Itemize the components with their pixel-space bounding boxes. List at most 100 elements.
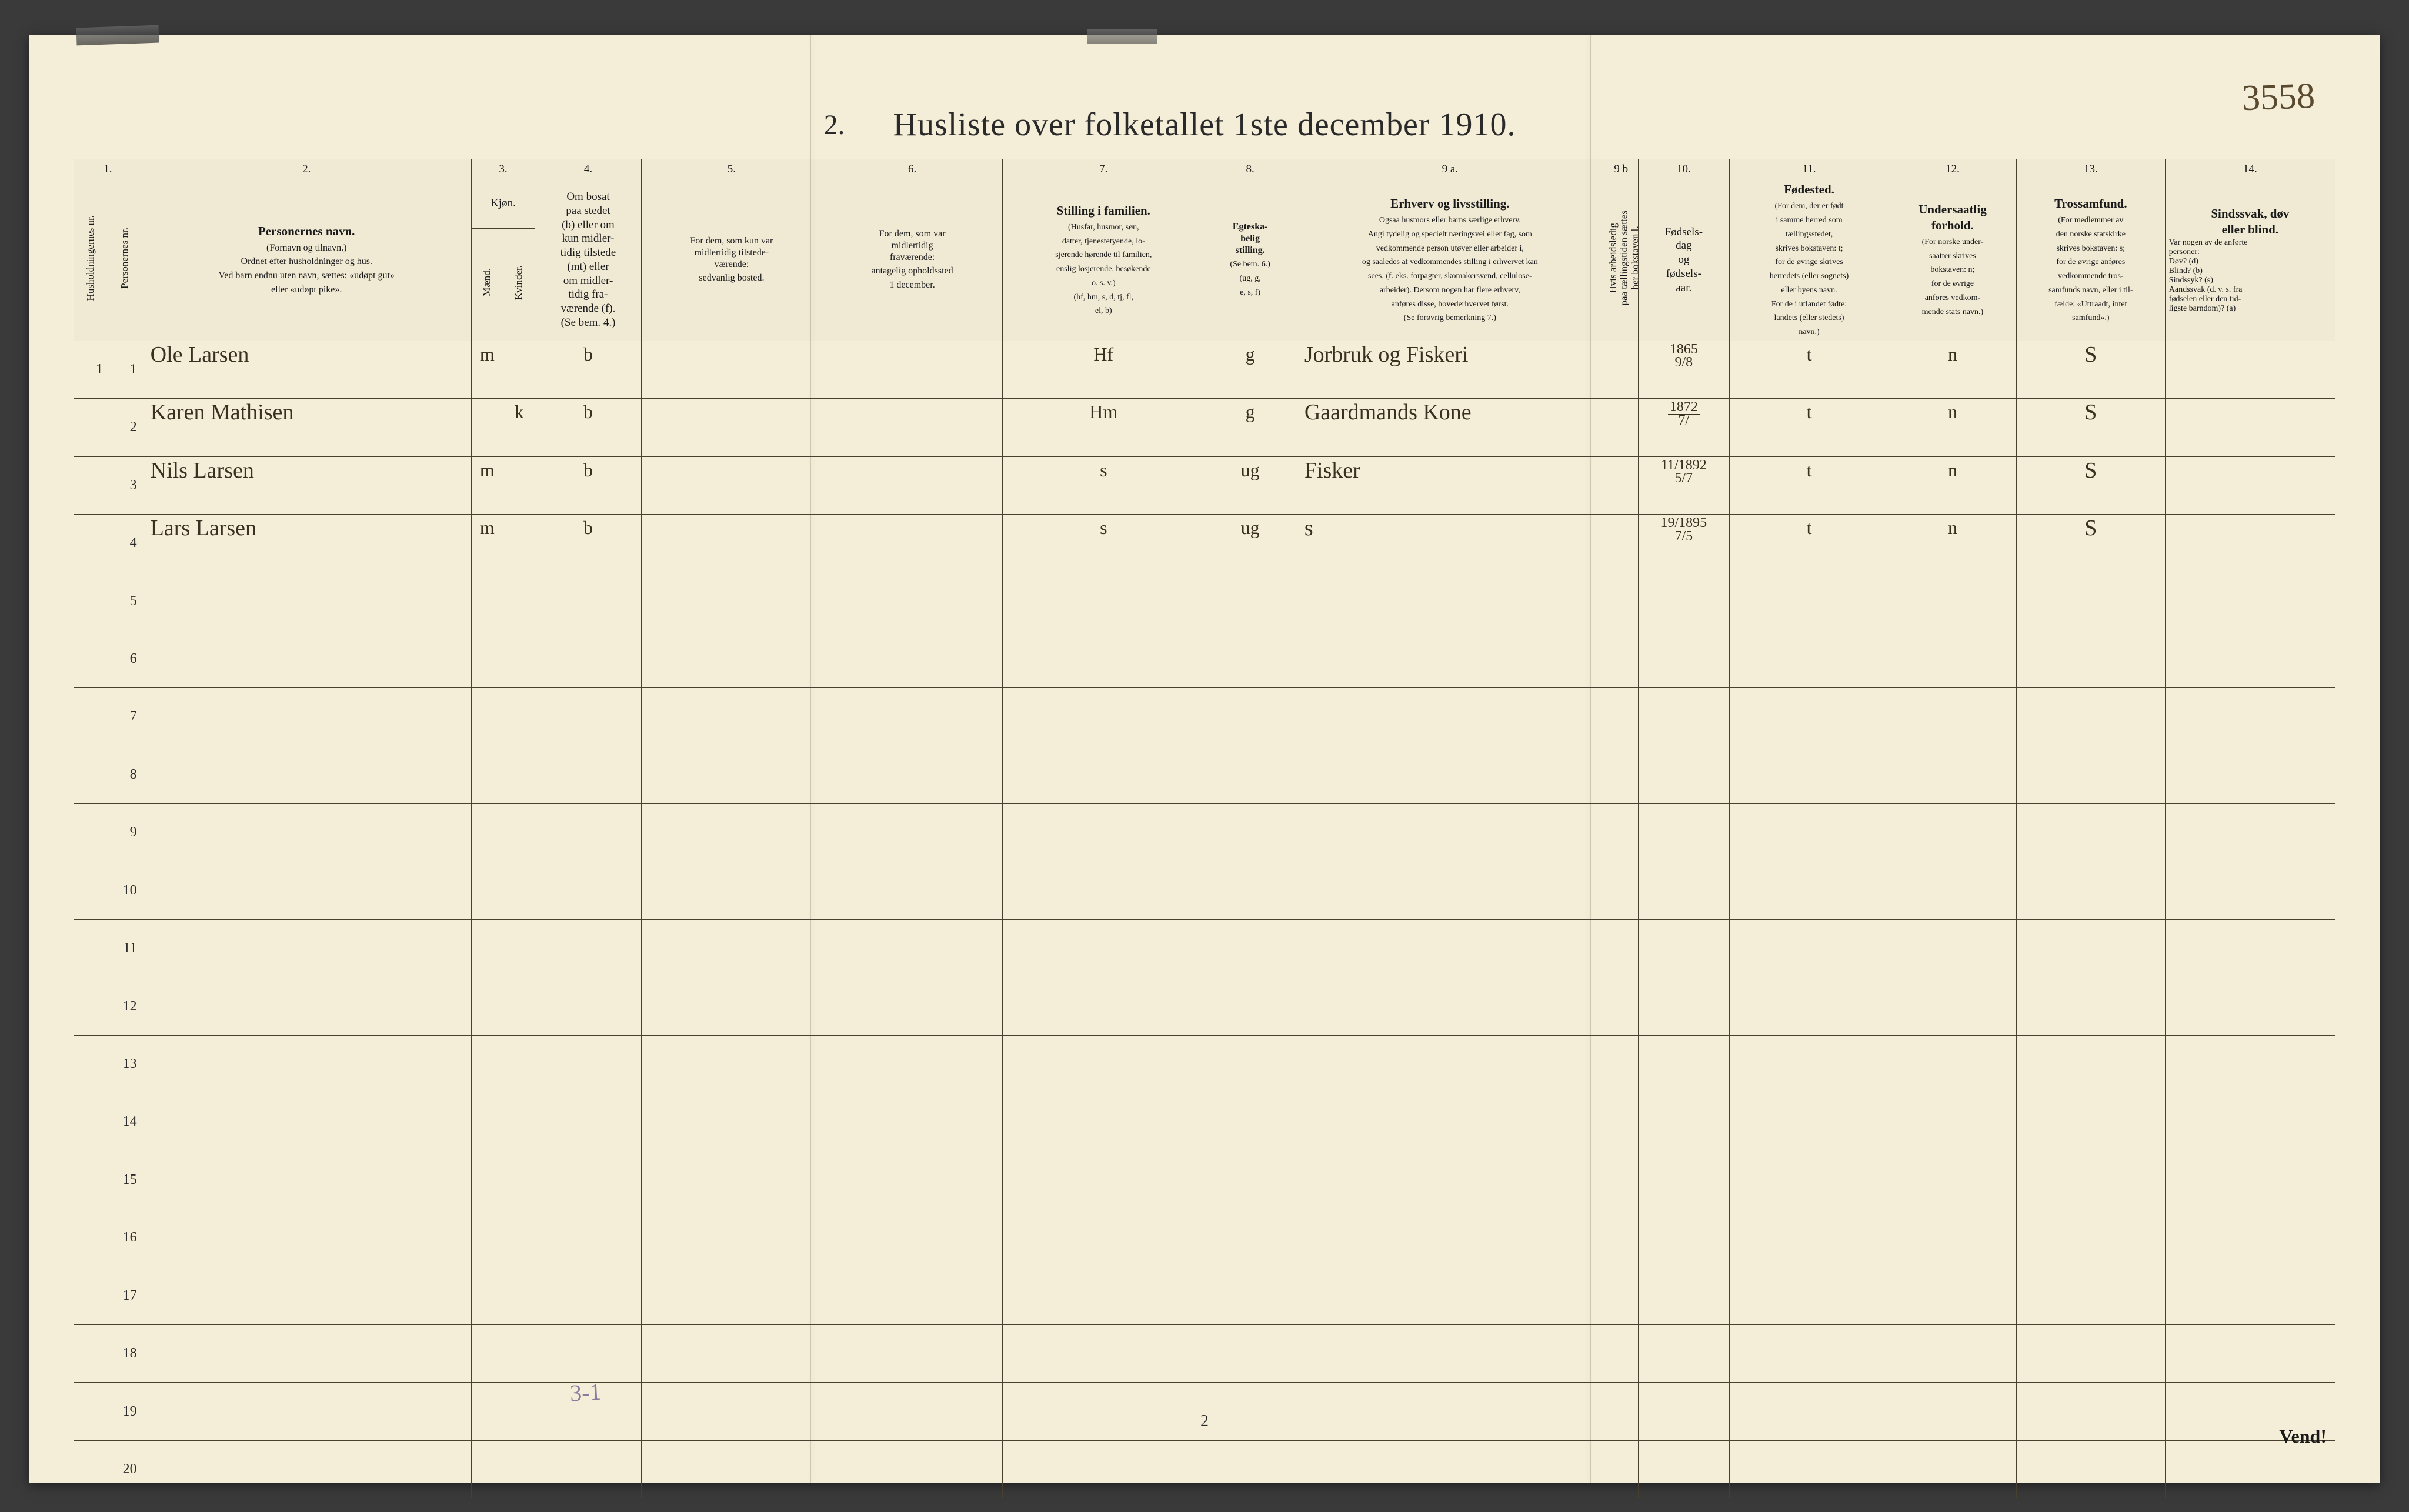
- h-col11-head: Fødested.: [1733, 182, 1885, 197]
- cell-family: [1003, 688, 1204, 746]
- cell-disability: [2165, 399, 2335, 456]
- cell-bosat: b: [535, 341, 642, 398]
- cell-bosat: [535, 572, 642, 630]
- footer-page-number: 2: [29, 1412, 2380, 1431]
- cell-occupation: [1296, 572, 1604, 630]
- table-row: 17: [74, 1267, 2335, 1324]
- cell-9b: [1604, 1093, 1638, 1151]
- vtext-hh: Husholdningernes nr.: [85, 215, 96, 301]
- h-col12-body: (For norske under- saatter skrives bokst…: [1922, 238, 1984, 316]
- cell-c6: [822, 804, 1003, 862]
- cell-family: [1003, 1324, 1204, 1382]
- cell-sex-k: [503, 456, 535, 514]
- cell-name: [142, 919, 471, 977]
- cell-c6: [822, 399, 1003, 456]
- cell-pn: 16: [108, 1209, 142, 1267]
- cell-dob: [1638, 1267, 1729, 1324]
- cell-sex-k: [503, 341, 535, 398]
- cell-birthplace: t: [1730, 515, 1889, 572]
- cell-sex-k: [503, 746, 535, 803]
- cell-sex-k: [503, 1151, 535, 1209]
- cell-religion: [2016, 804, 2165, 862]
- cell-birthplace: [1730, 1093, 1889, 1151]
- cell-name: [142, 688, 471, 746]
- cell-sex-k: [503, 515, 535, 572]
- h-name: Personernes navn. (Fornavn og tilnavn.) …: [142, 179, 471, 341]
- cell-marital: ug: [1204, 515, 1296, 572]
- table-row: 5: [74, 572, 2335, 630]
- cell-name: [142, 1324, 471, 1382]
- cell-marital: [1204, 688, 1296, 746]
- h-col9a: Erhverv og livsstilling. Ogsaa husmors e…: [1296, 179, 1604, 341]
- table-row: 10: [74, 862, 2335, 919]
- colnum-3: 3.: [471, 159, 535, 179]
- colnum-9a: 9 a.: [1296, 159, 1604, 179]
- cell-sex-k: [503, 1035, 535, 1093]
- cell-nationality: [1889, 746, 2017, 803]
- cell-occupation: [1296, 1093, 1604, 1151]
- cell-c5: [641, 919, 822, 977]
- h-col6-head: For dem, som var midlertidig fraværende:: [826, 228, 999, 263]
- cell-hh: [74, 688, 108, 746]
- cell-c5: [641, 456, 822, 514]
- cell-hh: [74, 1324, 108, 1382]
- cell-c6: [822, 1324, 1003, 1382]
- cell-family: [1003, 1093, 1204, 1151]
- cell-c6: [822, 572, 1003, 630]
- colnum-4: 4.: [535, 159, 642, 179]
- cell-birthplace: [1730, 862, 1889, 919]
- table-row: 16: [74, 1209, 2335, 1267]
- cell-hh: [74, 572, 108, 630]
- cell-dob: [1638, 688, 1729, 746]
- h-col7-body: (Husfar, husmor, søn, datter, tjenestety…: [1055, 223, 1152, 316]
- cell-marital: [1204, 977, 1296, 1035]
- cell-occupation: s: [1296, 515, 1604, 572]
- cell-occupation: [1296, 1035, 1604, 1093]
- cell-occupation: Jorbruk og Fiskeri: [1296, 341, 1604, 398]
- cell-family: [1003, 1209, 1204, 1267]
- cell-family: [1003, 862, 1204, 919]
- cell-name: Lars Larsen: [142, 515, 471, 572]
- cell-name: [142, 1440, 471, 1498]
- cell-bosat: [535, 1209, 642, 1267]
- cell-birthplace: [1730, 804, 1889, 862]
- table-row: 4Lars Larsenmbsugs19/18957/5tnS: [74, 515, 2335, 572]
- cell-occupation: [1296, 1209, 1604, 1267]
- cell-nationality: [1889, 688, 2017, 746]
- cell-nationality: [1889, 1209, 2017, 1267]
- cell-occupation: Fisker: [1296, 456, 1604, 514]
- table-row: 15: [74, 1151, 2335, 1209]
- cell-pn: 4: [108, 515, 142, 572]
- cell-birthplace: [1730, 919, 1889, 977]
- cell-sex-m: [471, 1324, 503, 1382]
- table-row: 20: [74, 1440, 2335, 1498]
- cell-sex-k: [503, 1324, 535, 1382]
- cell-bosat: [535, 1267, 642, 1324]
- cell-name: Ole Larsen: [142, 341, 471, 398]
- cell-name: Karen Mathisen: [142, 399, 471, 456]
- h-sex-k: Kvinder.: [503, 228, 535, 341]
- cell-c5: [641, 1267, 822, 1324]
- table-row: 13: [74, 1035, 2335, 1093]
- cell-marital: ug: [1204, 456, 1296, 514]
- cell-religion: [2016, 862, 2165, 919]
- cell-hh: [74, 862, 108, 919]
- colnum-8: 8.: [1204, 159, 1296, 179]
- h-col14: Sindssvak, døv eller blind. Var nogen av…: [2165, 179, 2335, 341]
- cell-occupation: [1296, 688, 1604, 746]
- h-col8-head: Egteska- belig stilling.: [1208, 221, 1292, 256]
- cell-birthplace: [1730, 572, 1889, 630]
- cell-sex-m: [471, 977, 503, 1035]
- cell-hh: [74, 456, 108, 514]
- cell-marital: [1204, 630, 1296, 687]
- cell-dob: [1638, 919, 1729, 977]
- cell-occupation: [1296, 862, 1604, 919]
- cell-sex-m: [471, 1035, 503, 1093]
- cell-bosat: [535, 1151, 642, 1209]
- cell-9b: [1604, 804, 1638, 862]
- cell-marital: [1204, 1035, 1296, 1093]
- cell-pn: 14: [108, 1093, 142, 1151]
- cell-sex-m: [471, 399, 503, 456]
- cell-occupation: [1296, 1324, 1604, 1382]
- page-wrapper: 3558 2. Husliste over folketallet 1ste d…: [12, 12, 2397, 1500]
